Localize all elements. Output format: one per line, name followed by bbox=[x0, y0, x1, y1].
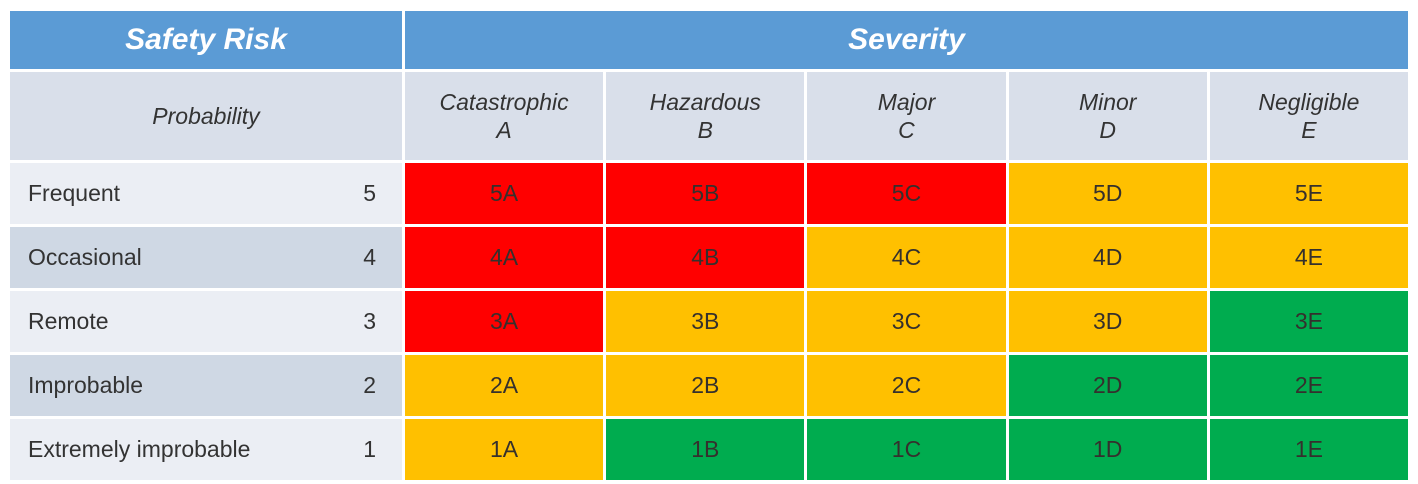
probability-name: Remote bbox=[28, 308, 109, 334]
probability-header: Probability bbox=[10, 72, 402, 160]
risk-cell-3d: 3D bbox=[1008, 291, 1207, 352]
probability-row-label-1: Extremely improbable 1 bbox=[10, 419, 402, 480]
probability-level: 4 bbox=[363, 244, 376, 270]
severity-col-header-e: Negligible E bbox=[1209, 72, 1408, 160]
risk-cell-2c: 2C bbox=[807, 355, 1006, 416]
risk-cell-1b: 1B bbox=[606, 419, 805, 480]
risk-cell-4b: 4B bbox=[606, 227, 805, 288]
risk-cell-4c: 4C bbox=[807, 227, 1006, 288]
risk-cell-5b: 5B bbox=[606, 163, 805, 224]
risk-cell-3e: 3E bbox=[1209, 291, 1408, 352]
probability-level: 5 bbox=[363, 180, 376, 206]
risk-cell-5e: 5E bbox=[1209, 163, 1408, 224]
probability-level: 3 bbox=[363, 308, 376, 334]
risk-cell-1e: 1E bbox=[1209, 419, 1408, 480]
severity-col-name: Catastrophic bbox=[439, 89, 569, 115]
risk-cell-5d: 5D bbox=[1008, 163, 1207, 224]
risk-matrix-table: Safety Risk Severity Probability Catastr… bbox=[10, 11, 1408, 480]
severity-col-name: Minor bbox=[1078, 89, 1137, 115]
safety-risk-header: Safety Risk bbox=[10, 11, 402, 69]
probability-level: 2 bbox=[363, 372, 376, 398]
severity-col-header-a: Catastrophic A bbox=[405, 72, 604, 160]
risk-cell-4d: 4D bbox=[1008, 227, 1207, 288]
severity-col-code: E bbox=[1301, 117, 1317, 143]
risk-cell-4e: 4E bbox=[1209, 227, 1408, 288]
probability-level: 1 bbox=[363, 436, 376, 462]
probability-name: Extremely improbable bbox=[28, 436, 251, 462]
severity-col-name: Hazardous bbox=[649, 89, 761, 115]
probability-row-label-3: Remote 3 bbox=[10, 291, 402, 352]
risk-cell-3b: 3B bbox=[606, 291, 805, 352]
severity-col-code: B bbox=[697, 117, 713, 143]
severity-col-code: C bbox=[898, 117, 915, 143]
probability-name: Occasional bbox=[28, 244, 142, 270]
risk-cell-4a: 4A bbox=[405, 227, 604, 288]
severity-col-header-d: Minor D bbox=[1008, 72, 1207, 160]
risk-cell-2a: 2A bbox=[405, 355, 604, 416]
severity-col-code: D bbox=[1099, 117, 1116, 143]
probability-row-label-2: Improbable 2 bbox=[10, 355, 402, 416]
severity-col-name: Negligible bbox=[1258, 89, 1360, 115]
severity-col-name: Major bbox=[877, 89, 936, 115]
probability-row-label-5: Frequent 5 bbox=[10, 163, 402, 224]
severity-col-header-b: Hazardous B bbox=[606, 72, 805, 160]
severity-col-header-c: Major C bbox=[807, 72, 1006, 160]
risk-cell-1a: 1A bbox=[405, 419, 604, 480]
risk-cell-3a: 3A bbox=[405, 291, 604, 352]
risk-cell-1d: 1D bbox=[1008, 419, 1207, 480]
risk-cell-1c: 1C bbox=[807, 419, 1006, 480]
risk-cell-5a: 5A bbox=[405, 163, 604, 224]
probability-name: Improbable bbox=[28, 372, 144, 398]
severity-col-code: A bbox=[496, 117, 512, 143]
risk-cell-5c: 5C bbox=[807, 163, 1006, 224]
risk-cell-2e: 2E bbox=[1209, 355, 1408, 416]
risk-cell-3c: 3C bbox=[807, 291, 1006, 352]
severity-header: Severity bbox=[405, 11, 1408, 69]
probability-name: Frequent bbox=[28, 180, 121, 206]
risk-cell-2d: 2D bbox=[1008, 355, 1207, 416]
risk-cell-2b: 2B bbox=[606, 355, 805, 416]
probability-row-label-4: Occasional 4 bbox=[10, 227, 402, 288]
